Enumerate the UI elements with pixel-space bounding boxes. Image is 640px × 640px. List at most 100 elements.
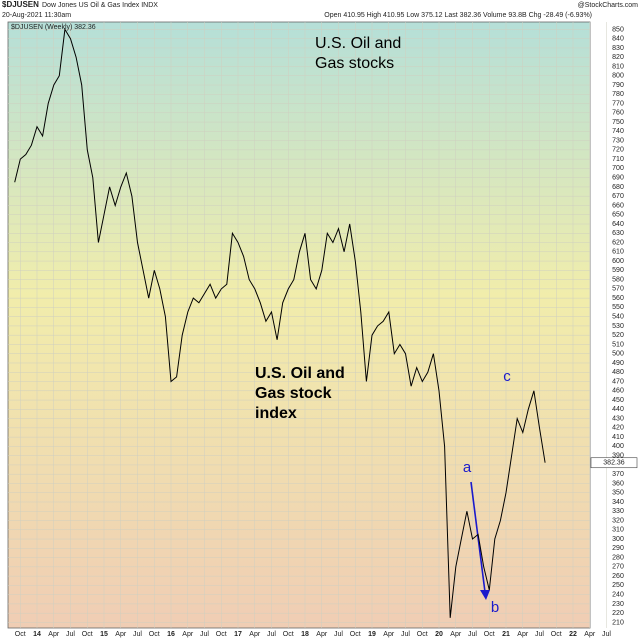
y-tick-label: 480 — [612, 369, 624, 376]
y-tick-label: 700 — [612, 165, 624, 172]
y-tick-label: 230 — [612, 601, 624, 608]
last-price-box — [590, 457, 638, 469]
y-tick-label: 350 — [612, 490, 624, 497]
y-tick-label: 710 — [612, 156, 624, 163]
y-tick-label: 430 — [612, 415, 624, 422]
x-tick-label: 16 — [167, 631, 175, 638]
x-tick-label: 14 — [33, 631, 41, 638]
y-tick-label: 520 — [612, 332, 624, 339]
x-tick-label: Apr — [115, 631, 127, 638]
x-tick-label: Jul — [66, 631, 75, 638]
y-tick-label: 450 — [612, 397, 624, 404]
y-tick-label: 210 — [612, 619, 624, 626]
x-tick-label: Apr — [48, 631, 60, 638]
x-tick-label: Oct — [417, 631, 428, 638]
x-tick-label: 15 — [100, 631, 108, 638]
y-tick-label: 770 — [612, 100, 624, 107]
y-tick-label: 800 — [612, 73, 624, 80]
x-tick-label: Apr — [383, 631, 395, 638]
y-tick-label: 280 — [612, 554, 624, 561]
date: 20-Aug-2021 11:30am — [2, 12, 71, 19]
y-tick-label: 600 — [612, 258, 624, 265]
y-tick-label: 750 — [612, 119, 624, 126]
y-tick-label: 680 — [612, 184, 624, 191]
y-tick-label: 490 — [612, 360, 624, 367]
x-tick-label: 20 — [435, 631, 443, 638]
y-tick-label: 220 — [612, 610, 624, 617]
y-tick-label: 290 — [612, 545, 624, 552]
y-tick-label: 330 — [612, 508, 624, 515]
y-tick-label: 720 — [612, 147, 624, 154]
y-tick-label: 530 — [612, 323, 624, 330]
y-tick-label: 760 — [612, 110, 624, 117]
y-tick-label: 250 — [612, 582, 624, 589]
y-tick-label: 620 — [612, 239, 624, 246]
x-tick-label: Jul — [535, 631, 544, 638]
arrow-head — [480, 590, 490, 600]
arrow — [470, 481, 486, 593]
y-tick-label: 660 — [612, 202, 624, 209]
legend: $DJUSEN (Weekly) 382.36 — [11, 24, 96, 31]
x-tick-label: Apr — [584, 631, 596, 638]
y-tick-label: 580 — [612, 276, 624, 283]
x-tick-label: Oct — [15, 631, 26, 638]
y-tick-label: 240 — [612, 591, 624, 598]
y-tick-label: 830 — [612, 45, 624, 52]
y-tick-label: 820 — [612, 54, 624, 61]
y-tick-label: 690 — [612, 175, 624, 182]
x-tick-label: Oct — [283, 631, 294, 638]
y-tick-label: 340 — [612, 499, 624, 506]
x-tick-label: 17 — [234, 631, 242, 638]
annotation: Gas stocks — [315, 55, 394, 72]
y-tick-label: 510 — [612, 341, 624, 348]
y-tick-label: 540 — [612, 314, 624, 321]
chart-title: Dow Jones US Oil & Gas Index INDX — [42, 2, 158, 9]
y-tick-label: 670 — [612, 193, 624, 200]
y-tick-label: 310 — [612, 527, 624, 534]
source: @StockCharts.com — [578, 2, 639, 9]
x-tick-label: 19 — [368, 631, 376, 638]
annotation: Gas stock — [255, 385, 332, 402]
price-line — [14, 27, 546, 618]
quote: Open 410.95 High 410.95 Low 375.12 Last … — [324, 12, 592, 19]
x-tick-label: 22 — [569, 631, 577, 638]
y-tick-label: 740 — [612, 128, 624, 135]
y-tick-label: 640 — [612, 221, 624, 228]
y-tick-label: 260 — [612, 573, 624, 580]
x-tick-label: Apr — [316, 631, 328, 638]
y-tick-label: 400 — [612, 443, 624, 450]
y-tick-label: 650 — [612, 212, 624, 219]
x-tick-label: Apr — [517, 631, 529, 638]
annotation: c — [503, 368, 511, 385]
annotation: a — [463, 459, 472, 476]
y-tick-label: 320 — [612, 517, 624, 524]
y-tick-label: 560 — [612, 295, 624, 302]
x-tick-label: 18 — [301, 631, 309, 638]
y-tick-label: 810 — [612, 63, 624, 70]
x-tick-label: Jul — [602, 631, 611, 638]
x-tick-label: Oct — [82, 631, 93, 638]
y-tick-label: 470 — [612, 378, 624, 385]
y-tick-label: 390 — [612, 452, 624, 459]
y-tick-label: 300 — [612, 536, 624, 543]
x-tick-label: Apr — [249, 631, 261, 638]
y-tick-label: 410 — [612, 434, 624, 441]
y-tick-label: 420 — [612, 425, 624, 432]
x-tick-label: Apr — [182, 631, 194, 638]
y-tick-label: 270 — [612, 564, 624, 571]
annotation: b — [491, 599, 499, 616]
annotation: U.S. Oil and — [255, 365, 345, 382]
y-tick-label: 370 — [612, 471, 624, 478]
x-tick-label: Jul — [334, 631, 343, 638]
x-tick-label: Oct — [551, 631, 562, 638]
plot-area — [7, 21, 591, 629]
y-tick-label: 630 — [612, 230, 624, 237]
y-tick-label: 730 — [612, 137, 624, 144]
x-tick-label: 21 — [502, 631, 510, 638]
x-tick-label: Oct — [216, 631, 227, 638]
y-tick-label: 780 — [612, 91, 624, 98]
y-tick-label: 360 — [612, 480, 624, 487]
y-tick-label: 590 — [612, 267, 624, 274]
x-tick-label: Jul — [401, 631, 410, 638]
